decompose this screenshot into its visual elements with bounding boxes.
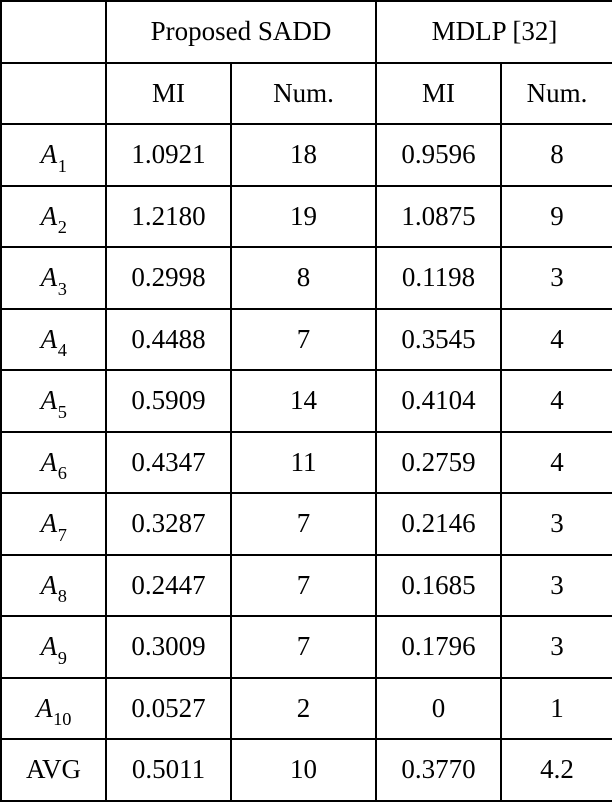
row-label-cell: A2 [0,184,107,248]
group-header-proposed-sadd: Proposed SADD [104,0,378,64]
num-mdlp-value: 8 [500,123,612,187]
header-sub-row: MI Num. MI Num. [0,61,612,125]
row-label-subscript: 2 [57,217,67,238]
row-label: A [40,631,58,662]
mi-mdlp-value: 0 [375,676,503,740]
row-label: A [40,569,58,600]
num-proposed-value: 7 [229,615,378,679]
num-mdlp-value: 4 [500,307,612,371]
row-label-cell: A7 [0,492,107,556]
row-label-cell: A5 [0,369,107,433]
row-label-subscript: 10 [53,709,72,730]
num-proposed-value: 18 [229,123,378,187]
row-label-cell: A1 [0,123,107,187]
num-mdlp-value: 3 [500,246,612,310]
row-label-cell: A9 [0,615,107,679]
mi-proposed-value: 0.5011 [105,738,232,802]
subheader-mi-proposed: MI [105,61,232,125]
num-mdlp-value: 4.2 [500,738,612,802]
num-mdlp-value: 1 [500,676,612,740]
subheader-num-proposed: Num. [229,61,378,125]
mi-mdlp-value: 0.1685 [375,553,503,617]
table-row-a7: A7 0.3287 7 0.2146 3 [0,492,612,556]
mi-proposed-value: 0.4488 [105,307,232,371]
num-proposed-value: 19 [229,184,378,248]
table-row-a5: A5 0.5909 14 0.4104 4 [0,369,612,433]
group-header-mdlp: MDLP [32] [375,0,612,64]
num-proposed-value: 14 [229,369,378,433]
row-label-subscript: 4 [57,340,67,361]
row-label: AVG [25,754,81,785]
row-label: A [40,508,58,539]
mi-proposed-value: 0.2447 [105,553,232,617]
row-label-cell: AVG [0,738,107,802]
mi-proposed-value: 0.3287 [105,492,232,556]
row-label: A [40,323,58,354]
row-label-subscript: 7 [57,524,67,545]
num-proposed-value: 7 [229,492,378,556]
table-row-a6: A6 0.4347 11 0.2759 4 [0,430,612,494]
mi-proposed-value: 0.3009 [105,615,232,679]
row-label-subscript: 3 [57,278,67,299]
row-label: A [40,139,58,170]
header-group-row: Proposed SADD MDLP [32] [0,0,612,64]
mi-mdlp-value: 0.2759 [375,430,503,494]
table-row-a8: A8 0.2447 7 0.1685 3 [0,553,612,617]
row-label-cell: A10 [0,676,107,740]
table-row-a3: A3 0.2998 8 0.1198 3 [0,246,612,310]
mi-mdlp-value: 0.1796 [375,615,503,679]
row-label: A [40,200,58,231]
mi-mdlp-value: 0.4104 [375,369,503,433]
row-label-cell: A8 [0,553,107,617]
num-mdlp-value: 4 [500,369,612,433]
mi-proposed-value: 1.2180 [105,184,232,248]
table-row-a9: A9 0.3009 7 0.1796 3 [0,615,612,679]
row-label: A [40,262,58,293]
row-label: A [40,446,58,477]
row-label-cell: A3 [0,246,107,310]
table-row-a1: A1 1.0921 18 0.9596 8 [0,123,612,187]
subheader-num-mdlp: Num. [500,61,612,125]
table-row-a10: A10 0.0527 2 0 1 [0,676,612,740]
mi-proposed-value: 0.4347 [105,430,232,494]
row-label-cell: A6 [0,430,107,494]
mi-proposed-value: 0.0527 [105,676,232,740]
row-label-subscript: 6 [57,463,67,484]
num-mdlp-value: 3 [500,615,612,679]
num-proposed-value: 10 [229,738,378,802]
num-proposed-value: 11 [229,430,378,494]
row-label-subscript: 1 [57,155,67,176]
mi-mdlp-value: 0.2146 [375,492,503,556]
mi-proposed-value: 0.2998 [105,246,232,310]
corner-cell [0,0,107,64]
num-mdlp-value: 9 [500,184,612,248]
num-proposed-value: 7 [229,553,378,617]
num-mdlp-value: 4 [500,430,612,494]
row-label-subscript: 5 [57,401,67,422]
row-label-subscript: 8 [57,586,67,607]
row-label-subscript: 9 [57,647,67,668]
num-proposed-value: 2 [229,676,378,740]
row-label: A [36,692,53,723]
mi-mdlp-value: 0.3545 [375,307,503,371]
mi-mdlp-value: 0.1198 [375,246,503,310]
num-mdlp-value: 3 [500,492,612,556]
mi-mdlp-value: 1.0875 [375,184,503,248]
num-proposed-value: 8 [229,246,378,310]
row-label: A [40,385,58,416]
table-row-a4: A4 0.4488 7 0.3545 4 [0,307,612,371]
num-mdlp-value: 3 [500,553,612,617]
mi-mdlp-value: 0.9596 [375,123,503,187]
row-label-cell: A4 [0,307,107,371]
mi-proposed-value: 0.5909 [105,369,232,433]
corner-cell-2 [0,61,107,125]
table-row-a2: A2 1.2180 19 1.0875 9 [0,184,612,248]
mi-mdlp-value: 0.3770 [375,738,503,802]
num-proposed-value: 7 [229,307,378,371]
table-row-avg: AVG 0.5011 10 0.3770 4.2 [0,738,612,802]
subheader-mi-mdlp: MI [375,61,503,125]
mi-proposed-value: 1.0921 [105,123,232,187]
